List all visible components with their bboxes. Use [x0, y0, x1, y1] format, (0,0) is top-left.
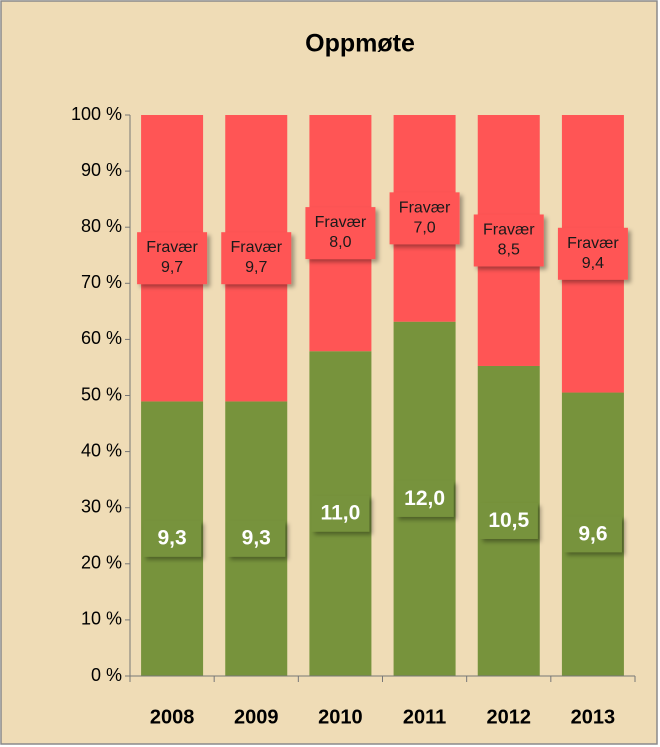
- label-box: [221, 232, 292, 285]
- y-tick-label: 30 %: [81, 496, 122, 516]
- label-box: [143, 520, 202, 557]
- data-label: Fravær 9,7: [230, 239, 282, 276]
- data-label-name: Fravær: [399, 200, 451, 217]
- data-label: Fravær 9,7: [146, 239, 198, 276]
- data-label-name: Fravær: [315, 214, 367, 231]
- data-label: 9,3: [157, 526, 186, 549]
- label-box: [563, 516, 622, 553]
- data-label: 11,0: [321, 501, 361, 524]
- x-tick-label: 2011: [403, 706, 446, 728]
- y-tick-label: 40 %: [81, 440, 122, 460]
- data-label: Fravær 8,0: [315, 214, 367, 251]
- data-label-value: 11,0: [321, 501, 361, 524]
- data-label: Fravær 7,0: [399, 200, 451, 237]
- data-label: Fravær 8,5: [483, 222, 535, 259]
- y-tick-label: 0 %: [91, 665, 122, 685]
- data-label-name: Fravær: [146, 239, 198, 256]
- data-label-value: 12,0: [404, 486, 445, 509]
- data-label-value: 9,6: [578, 522, 607, 545]
- y-tick-label: 60 %: [81, 328, 122, 348]
- data-label-value: 9,3: [157, 526, 186, 549]
- label-box: [479, 502, 538, 539]
- y-tick-label: 20 %: [81, 553, 122, 573]
- label-box: [137, 232, 208, 285]
- label-box: [473, 214, 544, 267]
- data-label: 9,3: [242, 526, 271, 549]
- label-box: [311, 495, 370, 532]
- y-tick-label: 10 %: [81, 609, 122, 629]
- data-label-value: 9,7: [161, 259, 183, 276]
- y-tick-label: 50 %: [81, 384, 122, 404]
- data-label-value: 10,5: [488, 509, 529, 532]
- data-label: 12,0: [404, 486, 445, 509]
- y-tick-label: 90 %: [81, 160, 122, 180]
- y-tick-label: 100 %: [71, 104, 122, 124]
- y-tick-label: 80 %: [81, 216, 122, 236]
- data-label: Fravær 9,4: [567, 235, 619, 272]
- x-tick-label: 2012: [487, 706, 532, 728]
- x-tick-label: 2008: [150, 706, 195, 728]
- data-label-value: 9,3: [242, 526, 271, 549]
- label-box: [227, 520, 286, 557]
- x-tick-label: 2010: [318, 706, 363, 728]
- label-box: [557, 227, 628, 280]
- data-label-name: Fravær: [567, 235, 619, 252]
- data-label-value: 9,4: [582, 255, 604, 272]
- data-label-name: Fravær: [230, 239, 282, 256]
- data-label-value: 9,7: [245, 259, 267, 276]
- label-box: [395, 480, 454, 517]
- label-box: [389, 192, 460, 245]
- data-label: 10,5: [488, 509, 529, 532]
- data-label-value: 8,0: [329, 234, 351, 251]
- chart-title: Oppmøte: [305, 30, 415, 58]
- data-label-name: Fravær: [483, 222, 535, 239]
- x-tick-label: 2013: [571, 706, 616, 728]
- data-label: 9,6: [578, 522, 607, 545]
- x-tick-label: 2009: [234, 706, 279, 728]
- data-label-value: 8,5: [498, 242, 520, 259]
- label-box: [305, 207, 376, 260]
- data-label-value: 7,0: [413, 220, 435, 237]
- y-tick-label: 70 %: [81, 272, 122, 292]
